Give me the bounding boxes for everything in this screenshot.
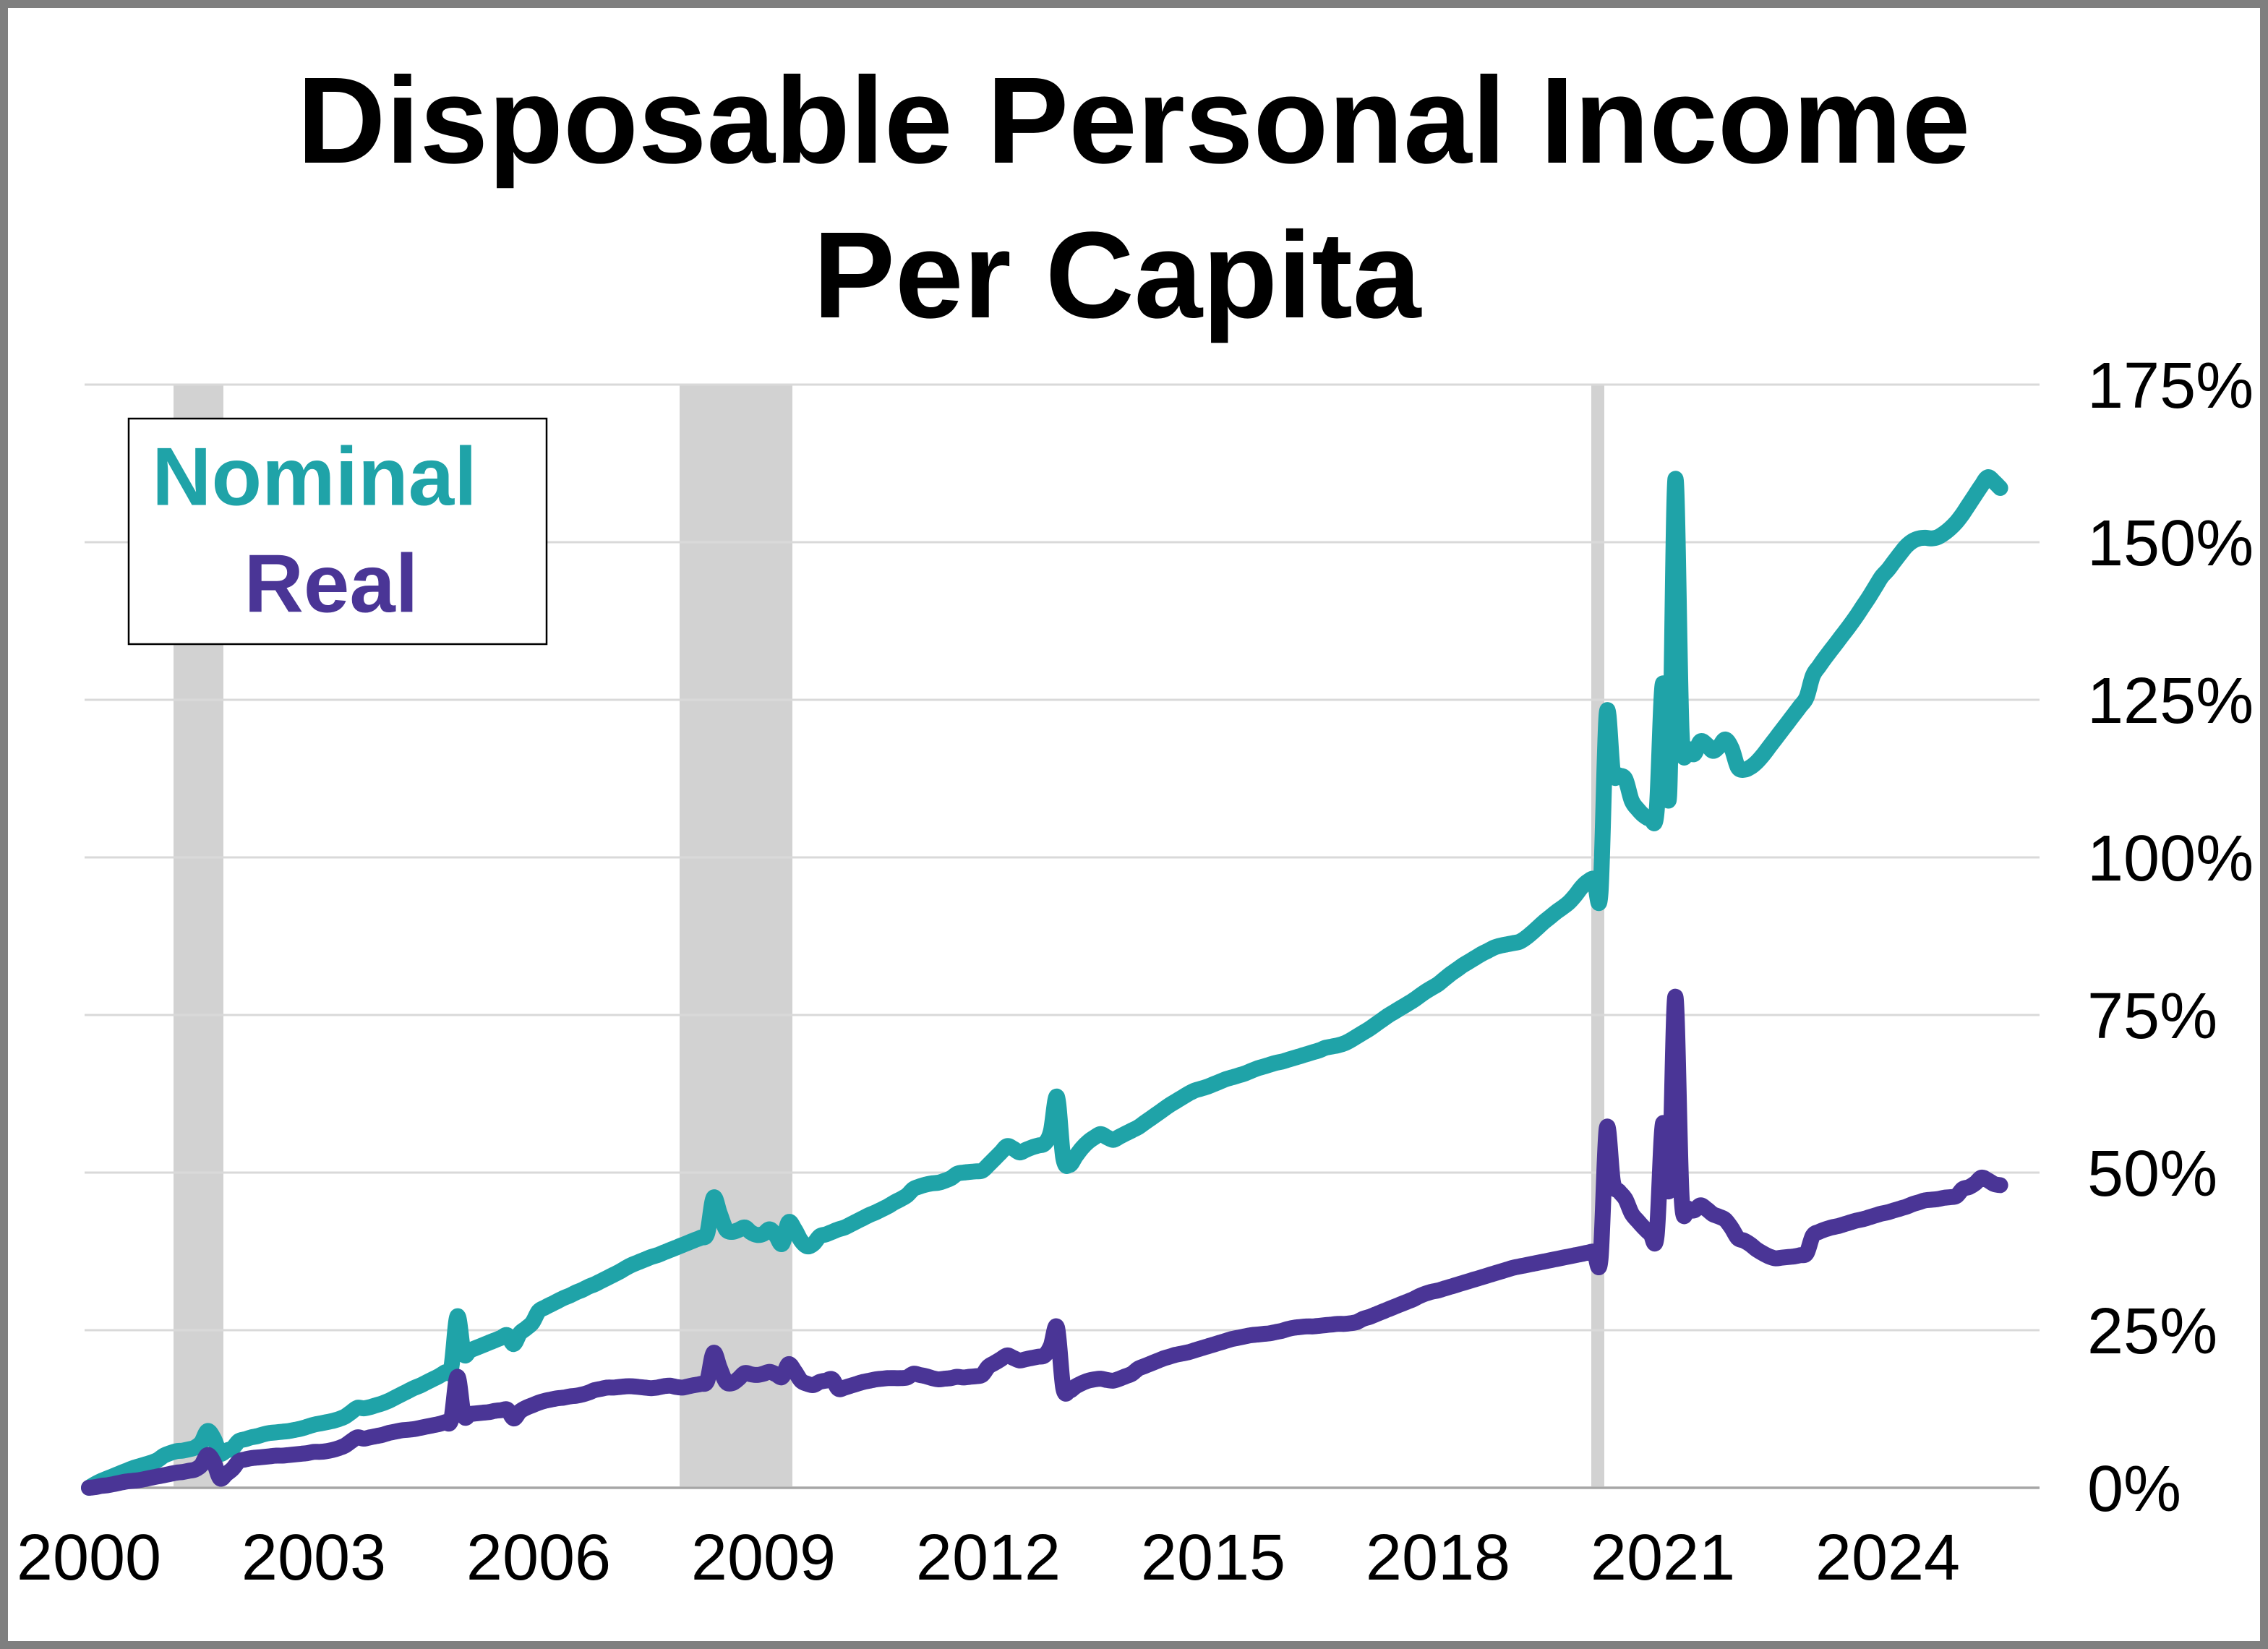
svg-text:Disposable Personal Income: Disposable Personal Income	[297, 52, 1971, 189]
svg-text:75%: 75%	[2087, 980, 2217, 1053]
svg-text:25%: 25%	[2087, 1295, 2217, 1368]
svg-text:2015: 2015	[1141, 1522, 1285, 1594]
svg-text:2024: 2024	[1815, 1522, 1960, 1594]
svg-text:2006: 2006	[466, 1522, 611, 1594]
svg-text:Nominal: Nominal	[152, 432, 477, 523]
svg-text:2009: 2009	[691, 1522, 836, 1594]
svg-text:Per Capita: Per Capita	[813, 207, 1422, 344]
svg-text:2000: 2000	[17, 1522, 161, 1594]
svg-text:175%: 175%	[2087, 350, 2254, 422]
svg-text:Real: Real	[244, 539, 419, 630]
svg-text:0%: 0%	[2087, 1453, 2181, 1525]
svg-text:2021: 2021	[1591, 1522, 1735, 1594]
svg-text:150%: 150%	[2087, 507, 2254, 580]
svg-text:2018: 2018	[1366, 1522, 1510, 1594]
svg-text:50%: 50%	[2087, 1138, 2217, 1210]
svg-text:2012: 2012	[916, 1522, 1061, 1594]
svg-text:100%: 100%	[2087, 823, 2254, 895]
svg-text:125%: 125%	[2087, 665, 2254, 737]
svg-text:2003: 2003	[241, 1522, 386, 1594]
